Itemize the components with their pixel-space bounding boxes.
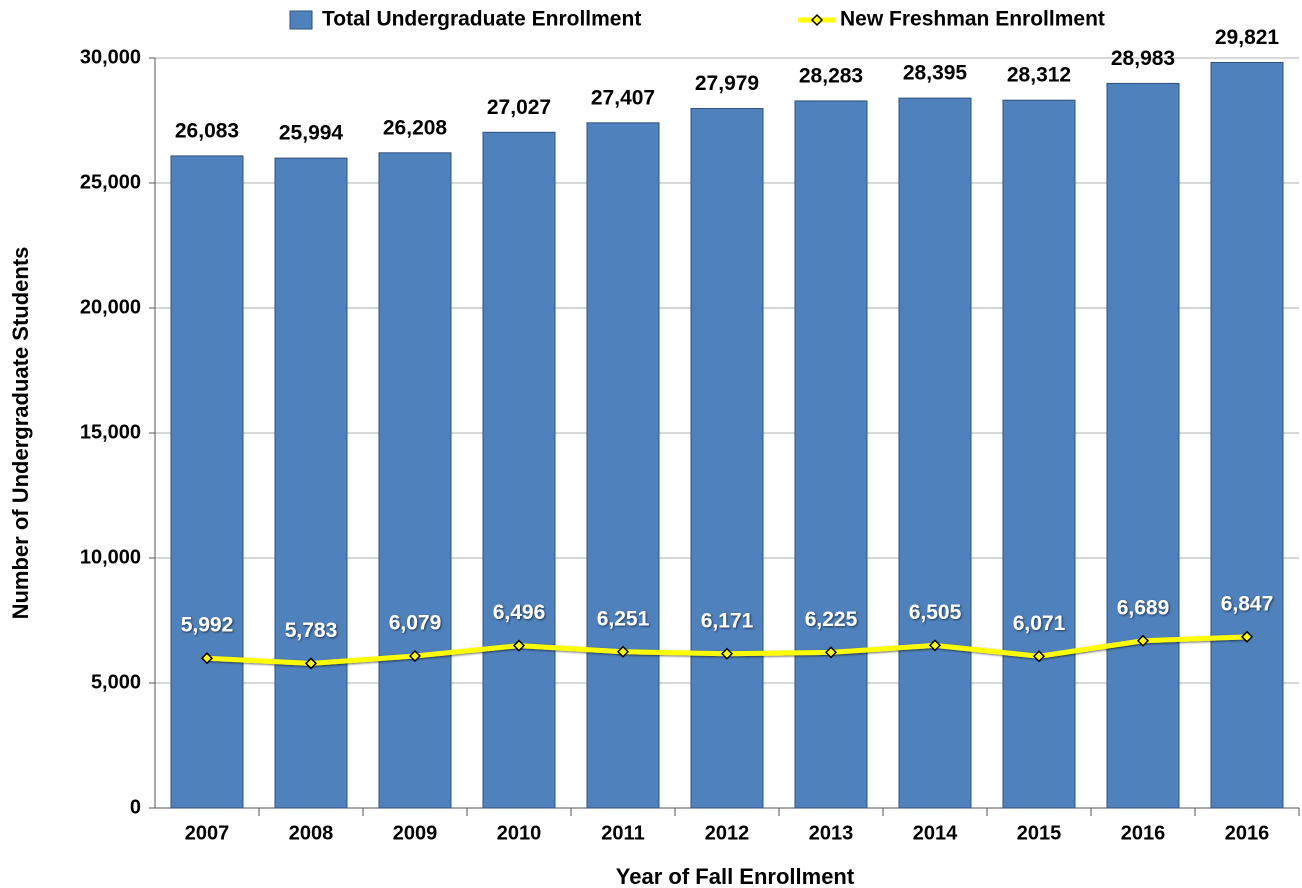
line-marker — [1240, 630, 1254, 643]
line-value-label: 6,689 — [1117, 596, 1170, 619]
line-marker — [928, 639, 942, 652]
line-marker — [200, 652, 214, 665]
bar — [274, 157, 348, 809]
line-marker — [1032, 650, 1046, 663]
line-value-label: 6,171 — [701, 609, 754, 632]
y-tick-label: 20,000 — [80, 296, 141, 318]
line-value-label: 6,847 — [1221, 592, 1274, 615]
bar — [794, 100, 868, 809]
line-value-label: 6,505 — [909, 601, 962, 624]
x-tick-label: 2016 — [1225, 822, 1270, 844]
bar-value-label: 25,994 — [279, 122, 344, 145]
x-tick-label: 2010 — [497, 822, 542, 844]
legend-marker — [810, 13, 824, 27]
x-tick-label: 2013 — [809, 822, 854, 844]
y-tick-label: 15,000 — [80, 421, 141, 443]
bar — [1210, 61, 1284, 809]
line-marker — [720, 647, 734, 660]
line-value-label: 5,992 — [181, 614, 234, 637]
bar — [1106, 82, 1180, 809]
x-tick-label: 2015 — [1017, 822, 1062, 844]
x-axis-title: Year of Fall Enrollment — [616, 864, 855, 888]
bar — [378, 152, 452, 809]
x-tick-label: 2011 — [601, 822, 644, 844]
bar-value-label: 28,283 — [799, 64, 863, 87]
line-marker — [512, 639, 526, 652]
y-tick-label: 10,000 — [80, 546, 141, 568]
line-marker — [1136, 634, 1150, 647]
bar-value-label: 26,083 — [175, 119, 239, 142]
x-tick-label: 2016 — [1121, 822, 1166, 844]
bar-value-label: 29,821 — [1215, 26, 1280, 49]
bar — [690, 108, 764, 809]
x-tick-label: 2007 — [185, 822, 230, 844]
bar-value-label: 26,208 — [383, 116, 448, 139]
x-tick-label: 2008 — [289, 822, 334, 844]
y-tick-label: 25,000 — [80, 171, 141, 193]
line-value-label: 6,071 — [1013, 612, 1066, 635]
legend-swatch — [289, 10, 313, 30]
line-marker — [408, 649, 422, 663]
line-value-label: 5,783 — [285, 619, 338, 642]
bar — [898, 97, 972, 809]
y-axis-title: Number of Undergraduate Students — [8, 247, 33, 620]
legend-label: New Freshman Enrollment — [840, 8, 1105, 31]
x-tick-label: 2014 — [913, 822, 958, 844]
line-marker — [304, 657, 318, 670]
line-value-label: 6,079 — [389, 612, 442, 635]
bar-value-label: 28,395 — [903, 62, 968, 85]
bar — [482, 131, 556, 809]
bar-value-label: 27,027 — [487, 96, 551, 119]
y-tick-label: 30,000 — [80, 46, 141, 68]
bar-value-label: 27,979 — [695, 72, 759, 95]
bar — [170, 155, 244, 809]
bar-value-label: 28,312 — [1007, 64, 1071, 87]
bar — [1002, 99, 1076, 809]
x-tick-label: 2009 — [393, 822, 438, 844]
y-tick-label: 0 — [130, 796, 141, 818]
line-value-label: 6,496 — [493, 601, 546, 624]
y-tick-label: 5,000 — [91, 671, 141, 693]
line-marker — [824, 646, 838, 659]
x-tick-label: 2012 — [705, 822, 750, 844]
line-value-label: 6,225 — [805, 608, 858, 631]
line-marker — [616, 645, 630, 658]
line-value-label: 6,251 — [597, 607, 650, 630]
legend-label: Total Undergraduate Enrollment — [322, 8, 641, 31]
bar — [586, 122, 660, 809]
bar-value-label: 28,983 — [1111, 47, 1175, 70]
bar-value-label: 27,407 — [591, 86, 655, 109]
